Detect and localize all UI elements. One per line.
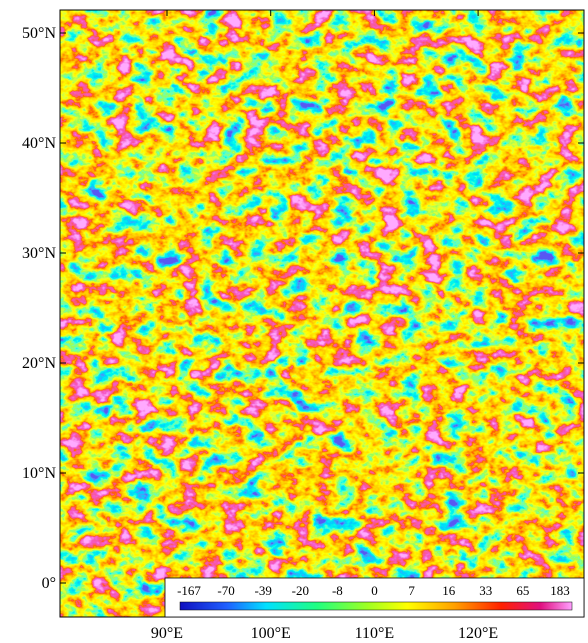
- lon-label: 90°E: [151, 625, 183, 642]
- colorbar-box: [164, 577, 585, 618]
- lat-label: 0°: [42, 575, 56, 592]
- colorbar-label: -39: [255, 583, 272, 598]
- colorbar-label: 33: [479, 583, 492, 598]
- lon-axis: 90°E 100°E 110°E 120°E: [151, 10, 498, 642]
- lat-label: 30°N: [22, 245, 56, 262]
- colorbar-label: -8: [332, 583, 343, 598]
- anomaly-field: [60, 10, 584, 617]
- lat-label: 10°N: [22, 465, 56, 482]
- lat-axis: 50°N 40°N 30°N 20°N 10°N 0°: [22, 25, 584, 592]
- lat-label: 50°N: [22, 25, 56, 42]
- colorbar-label: 0: [371, 583, 378, 598]
- lat-label: 20°N: [22, 355, 56, 372]
- lat-label: 40°N: [22, 135, 56, 152]
- lon-label: 120°E: [458, 625, 498, 642]
- colorbar: [179, 601, 573, 611]
- colorbar-label: 7: [408, 583, 415, 598]
- colorbar-label: 16: [442, 583, 456, 598]
- colorbar-labels: -167 -70 -39 -20 -8 0 7 16 33 65 183: [177, 583, 570, 598]
- colorbar-label: -70: [217, 583, 234, 598]
- colorbar-label: -167: [177, 583, 201, 598]
- lon-label: 110°E: [355, 625, 395, 642]
- lon-label: 100°E: [251, 625, 291, 642]
- colorbar-label: -20: [292, 583, 309, 598]
- colorbar-label: 65: [516, 583, 529, 598]
- colorbar-label: 183: [550, 583, 570, 598]
